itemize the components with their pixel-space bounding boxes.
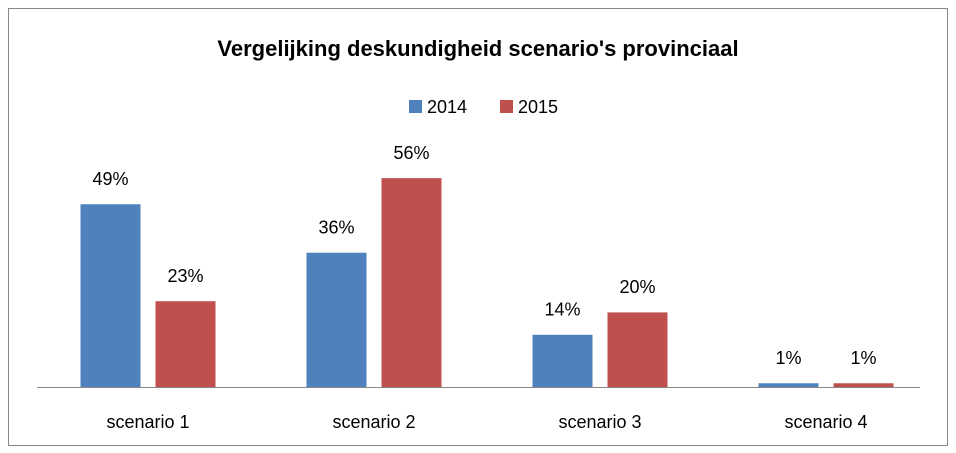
x-tick-label: scenario 3 — [558, 412, 641, 432]
data-label: 1% — [850, 348, 876, 368]
x-tick-label: scenario 1 — [106, 412, 189, 432]
x-tick-label: scenario 4 — [784, 412, 867, 432]
bar — [758, 383, 819, 387]
bar — [381, 178, 442, 387]
data-label: 20% — [619, 277, 655, 297]
bar — [155, 301, 216, 387]
legend-swatch — [500, 100, 513, 113]
x-tick-label: scenario 2 — [332, 412, 415, 432]
data-label: 14% — [544, 300, 580, 320]
bar — [833, 383, 894, 387]
bar — [306, 252, 367, 387]
data-label: 1% — [775, 348, 801, 368]
data-label: 23% — [167, 266, 203, 286]
chart-frame — [8, 8, 948, 446]
chart-title: Vergelijking deskundigheid scenario's pr… — [217, 36, 738, 61]
data-label: 56% — [393, 143, 429, 163]
data-label: 49% — [92, 169, 128, 189]
bar — [532, 334, 593, 387]
bar — [607, 312, 668, 387]
legend-label: 2014 — [427, 97, 467, 117]
legend-label: 2015 — [518, 97, 558, 117]
bar — [80, 204, 141, 387]
data-label: 36% — [318, 217, 354, 237]
legend-swatch — [409, 100, 422, 113]
